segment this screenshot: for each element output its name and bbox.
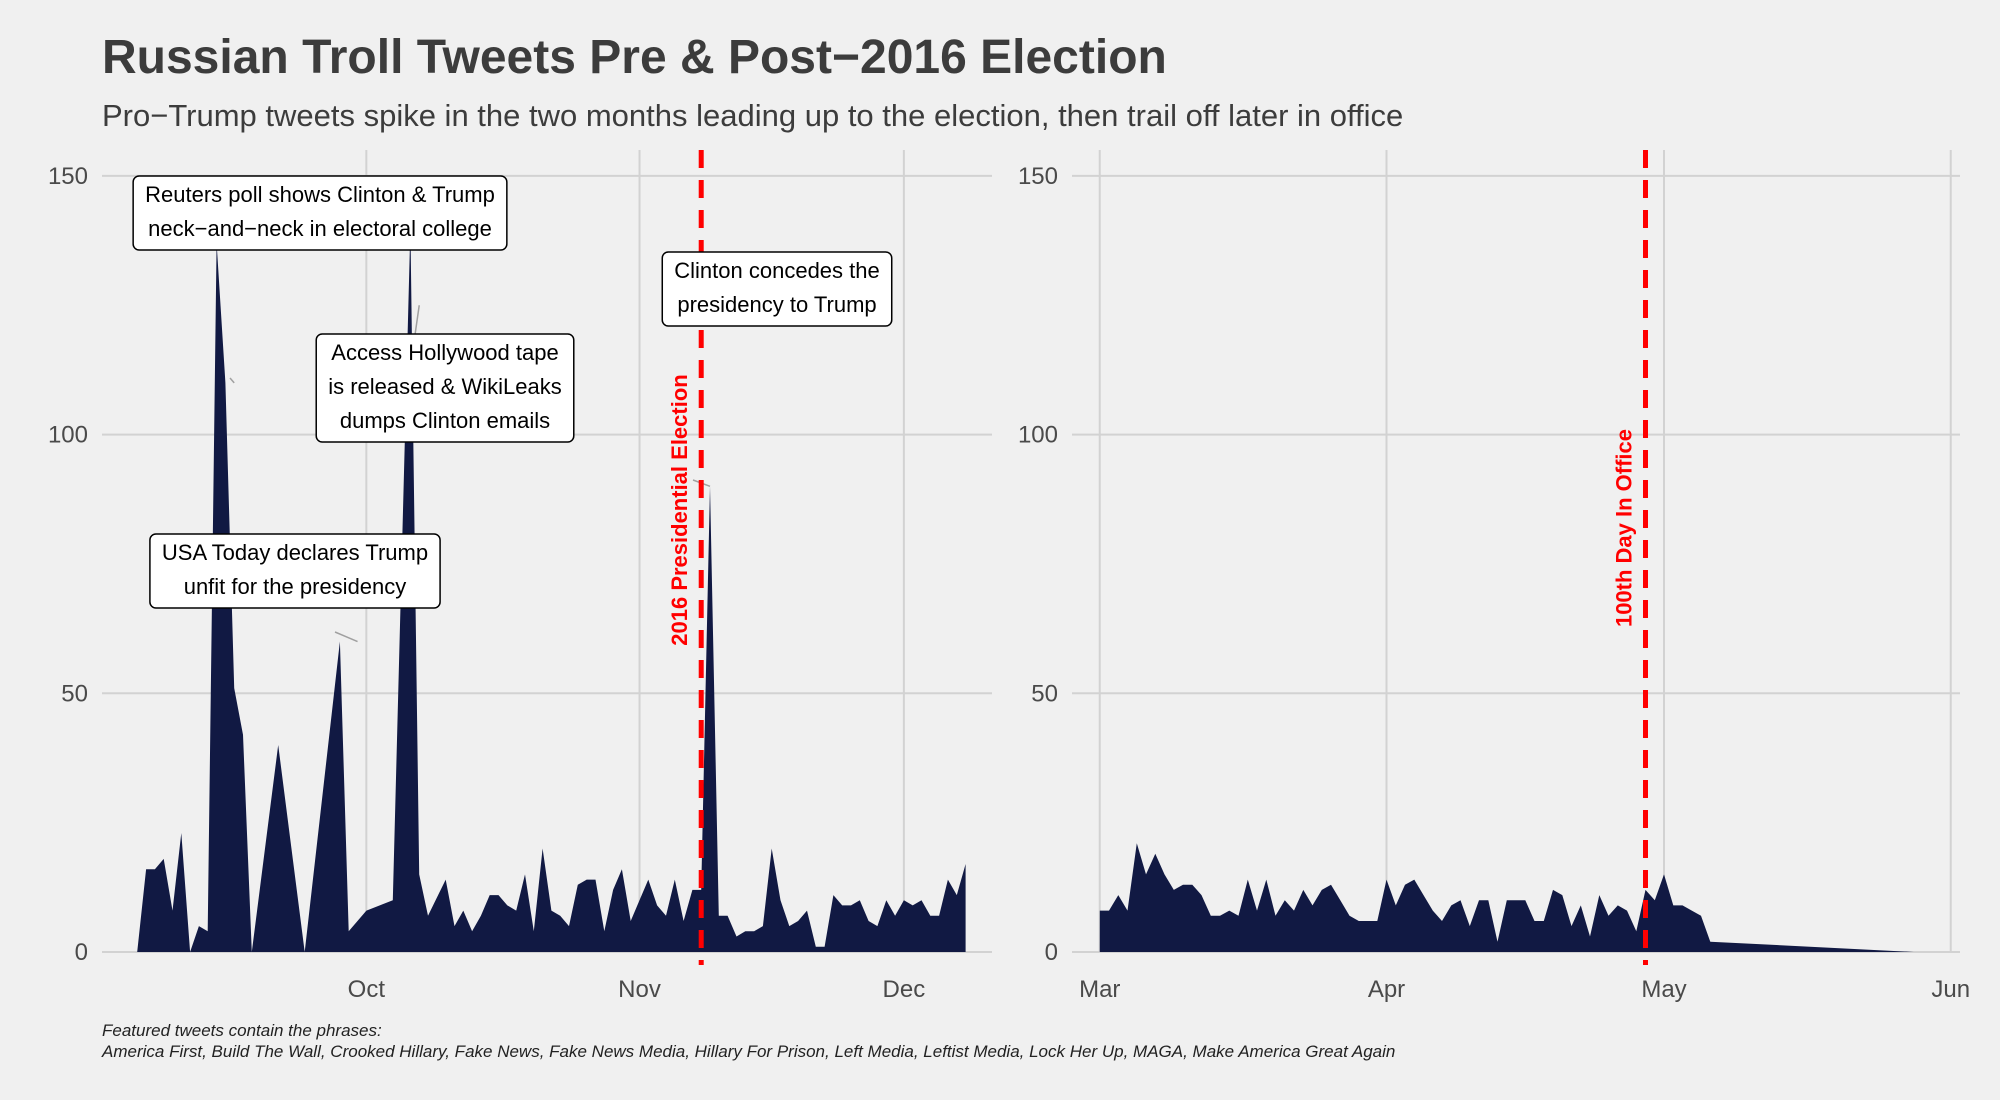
x-tick-label: Oct [348,976,386,1003]
annotation-connector [334,631,358,643]
annotation-box [315,333,575,443]
caption-line-2: America First, Build The Wall, Crooked H… [102,1042,1396,1061]
annotation-box [132,175,508,251]
annotation-text: dumps Clinton emails [340,408,550,433]
annotation-text: is released & WikiLeaks [328,374,562,399]
x-tick-label: Apr [1368,976,1405,1003]
annotation-text: presidency to Trump [677,292,876,317]
chart-subtitle: Pro−Trump tweets spike in the two months… [102,98,1404,133]
y-tick-label: 50 [1031,680,1058,707]
annotation-text: USA Today declares Trump [162,540,428,565]
y-tick-label: 100 [1018,422,1058,449]
annotation-text: Reuters poll shows Clinton & Trump [145,182,495,207]
y-tick-label: 0 [1045,939,1058,966]
y-tick-label: 0 [75,939,88,966]
annotation-text: Clinton concedes the [674,258,879,283]
annotation-label: Access Hollywood tape is released & WikiL… [315,333,575,443]
annotation-text: neck−and−neck in electoral college [148,216,492,241]
annotation-label: USA Today declares Trump unfit for the pr… [149,533,441,609]
event-vline-label: 100th Day In Office [1612,429,1637,627]
x-tick-label: Mar [1079,976,1120,1003]
annotation-text: unfit for the presidency [184,574,407,599]
annotation-box [149,533,441,609]
y-tick-label: 50 [61,680,88,707]
area-series [137,227,966,953]
annotation-label: Reuters poll shows Clinton & Trump neck−a… [132,175,508,251]
annotation-label: Clinton concedes the presidency to Trump [661,251,893,327]
annotation-text: Access Hollywood tape [331,340,558,365]
event-vline-label: 2016 Presidential Election [667,374,692,645]
y-tick-label: 100 [48,422,88,449]
panel-right: 0 50 100 150 Mar Apr May Jun 100th Day In Office [1018,150,1970,1003]
caption-line-1: Featured tweets contain the phrases: [102,1021,382,1040]
x-tick-label: May [1641,976,1686,1003]
chart-caption: Featured tweets contain the phrases: Ame… [102,1020,1395,1062]
x-tick-label: Jun [1931,976,1970,1003]
annotation-box [661,251,893,327]
y-tick-label: 150 [48,163,88,190]
chart-title: Russian Troll Tweets Pre & Post−2016 Ele… [102,31,1167,84]
y-tick-label: 150 [1018,163,1058,190]
panel-left: 0 50 100 150 Oct Nov Dec 2016 Presidential Elec… [48,150,992,1003]
area-series [1099,843,1914,952]
x-tick-label: Nov [618,976,661,1003]
x-tick-label: Dec [883,976,926,1003]
annotation-connector [229,377,235,384]
